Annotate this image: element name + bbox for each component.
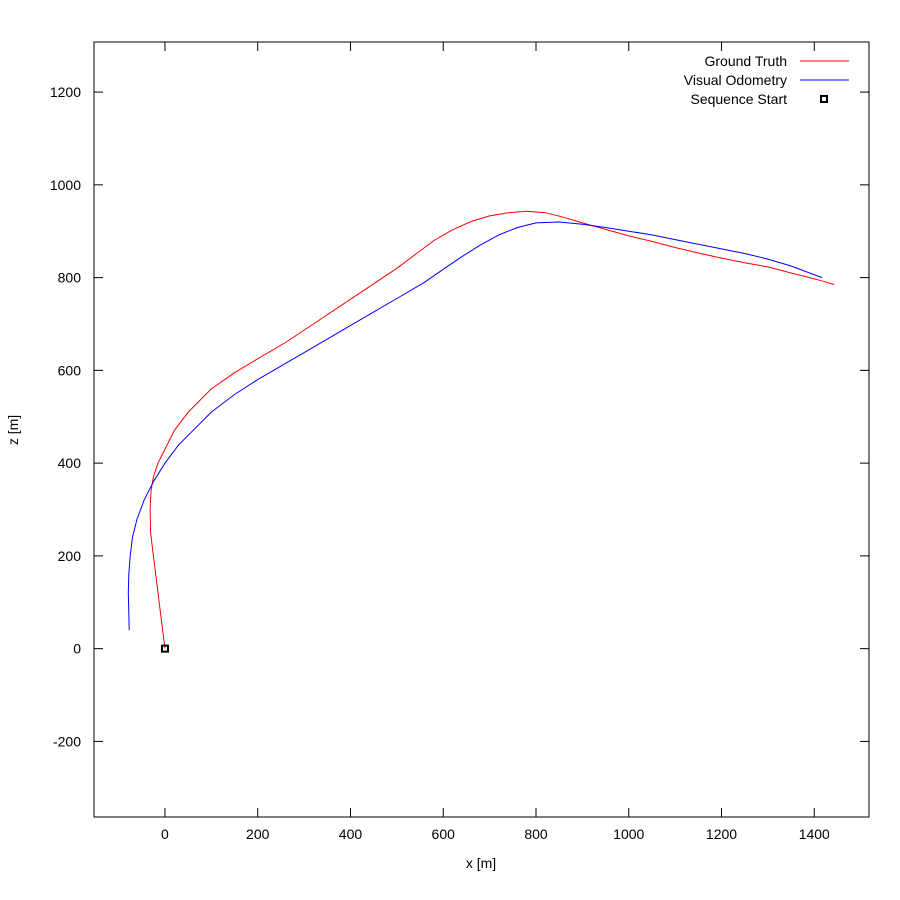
x-tick-label: 200 (246, 826, 270, 842)
legend-label: Sequence Start (690, 91, 787, 107)
x-tick-label: 1200 (706, 826, 737, 842)
y-tick-label: 800 (58, 270, 82, 286)
visual-odometry-line (127, 221, 823, 631)
x-tick-label: 400 (339, 826, 363, 842)
y-tick-label: 0 (73, 641, 81, 657)
x-tick-label: 0 (161, 826, 169, 842)
y-tick-label: 200 (58, 548, 82, 564)
legend-swatch-marker (820, 95, 828, 103)
legend-label: Visual Odometry (684, 72, 787, 88)
legend-label: Ground Truth (705, 53, 788, 69)
legend: Ground Truth Visual Odometry Sequence Star… (684, 53, 849, 107)
y-axis-label: z [m] (5, 415, 21, 445)
x-tick-label: 1000 (613, 826, 644, 842)
x-axis-ticks: 0 200 400 600 800 1000 1200 1400 (161, 42, 830, 842)
ground-truth-line (149, 210, 835, 649)
plot-frame (93, 41, 870, 818)
series-layer (127, 210, 835, 653)
x-tick-label: 600 (432, 826, 456, 842)
y-tick-label: 1200 (50, 84, 81, 100)
x-tick-label: 1400 (799, 826, 830, 842)
y-tick-label: 400 (58, 455, 82, 471)
y-tick-label: 1000 (50, 177, 81, 193)
y-tick-label: -200 (53, 733, 81, 749)
x-axis-label: x [m] (466, 855, 496, 871)
x-tick-label: 800 (524, 826, 548, 842)
y-tick-label: 600 (58, 362, 82, 378)
y-axis-ticks: -200 0 200 400 600 800 1000 1200 (50, 84, 869, 749)
sequence-start-marker (160, 644, 169, 653)
